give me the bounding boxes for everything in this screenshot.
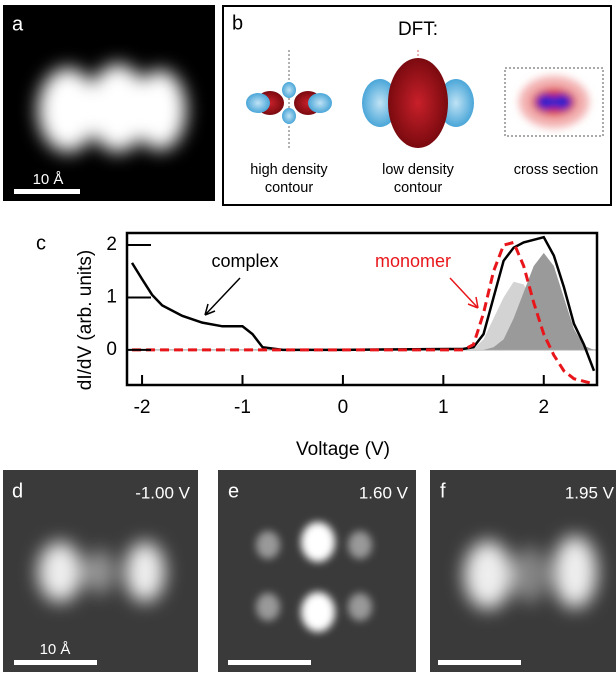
caption: contour (394, 180, 443, 196)
caption: contour (265, 180, 314, 196)
y-tick-label: 1 (106, 286, 117, 307)
voltage: 1.60 V (359, 483, 409, 502)
panel-label: c (36, 232, 46, 254)
dft-title: DFT: (398, 19, 438, 40)
scale-label: 10 Å (33, 171, 64, 188)
caption: cross section (514, 162, 599, 178)
panel-a: a 10 Å (3, 5, 215, 201)
voltage: 1.95 V (565, 483, 615, 502)
x-tick-label: 2 (538, 397, 549, 418)
scale-label: 10 Å (40, 641, 71, 658)
panel-label: e (228, 480, 239, 502)
panel-f: f 1.95 V (430, 470, 616, 672)
panel-e: e 1.60 V (218, 470, 416, 672)
x-tick-label: 0 (338, 397, 349, 418)
annotation: complex (211, 251, 278, 271)
panel-label: a (12, 13, 24, 35)
caption: low density (382, 162, 454, 178)
y-axis-label: dI/dV (arb. units) (75, 250, 96, 390)
panel-label: f (440, 480, 446, 502)
area (463, 252, 594, 350)
panel-c: c Voltage (V) dI/dV (arb. units) complex… (36, 231, 599, 460)
voltage: -1.00 V (135, 483, 190, 502)
annotation: monomer (375, 251, 451, 271)
x-axis-label: Voltage (V) (296, 439, 390, 460)
panel-b: b DFT: high density contour low density … (222, 5, 612, 206)
line (132, 240, 595, 386)
panel-label: d (12, 480, 23, 502)
panel-d: d -1.00 V 10 Å (3, 470, 198, 672)
y-tick-label: 2 (106, 234, 117, 255)
panel-label: b (232, 12, 243, 34)
plot-frame (125, 231, 599, 387)
y-tick-label: 0 (106, 339, 117, 360)
x-tick-label: -2 (134, 397, 151, 418)
caption: high density (250, 162, 328, 178)
x-tick-label: 1 (438, 397, 449, 418)
x-tick-label: -1 (234, 397, 251, 418)
